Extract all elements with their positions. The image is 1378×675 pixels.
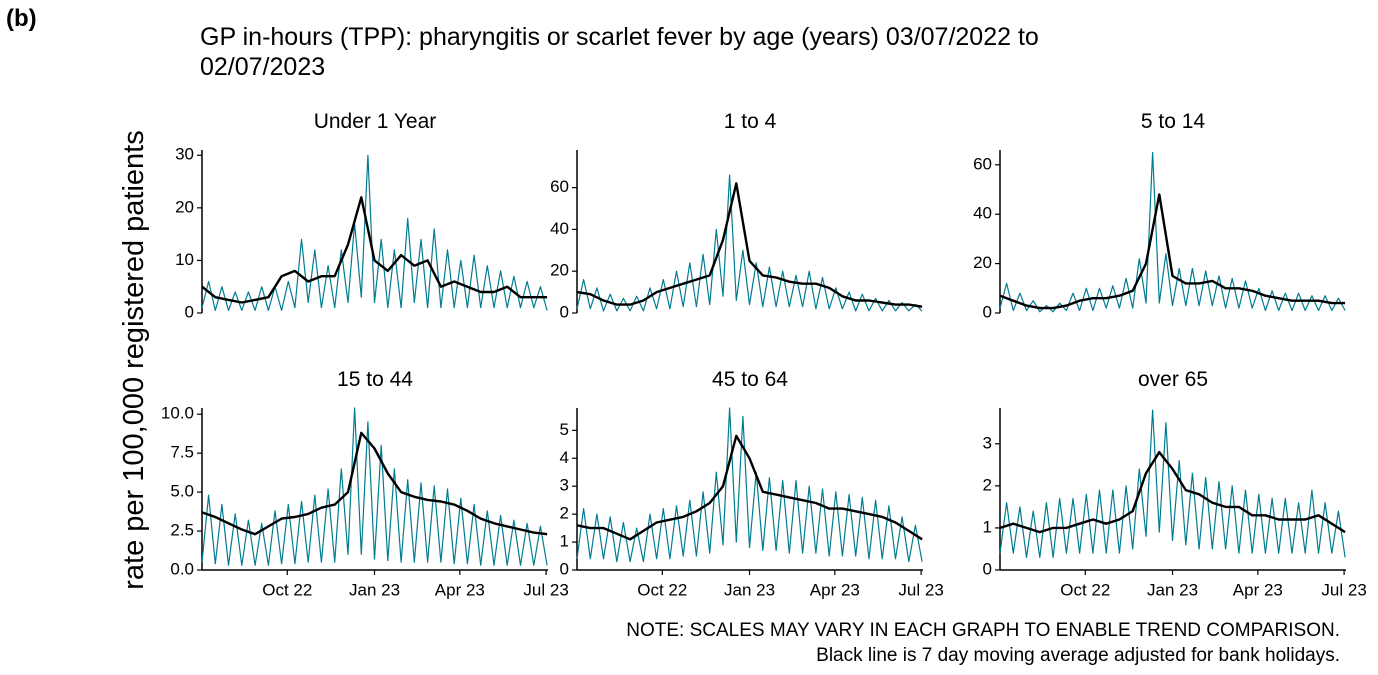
figure-title: GP in-hours (TPP): pharyngitis or scarle… — [200, 23, 1039, 51]
y-tick-label: 30 — [175, 145, 194, 164]
moving-average-line — [576, 182, 923, 308]
panel-title: 45 to 64 — [712, 368, 788, 391]
panel-label: (b) — [6, 5, 37, 32]
y-tick-label: 1 — [560, 532, 569, 551]
y-tick-label: 2 — [983, 475, 992, 494]
x-tick-label: Jan 23 — [1147, 580, 1198, 599]
panel-title: over 65 — [1138, 368, 1208, 391]
x-tick-label: Jul 23 — [523, 580, 568, 599]
x-tick-label: Apr 23 — [810, 580, 860, 599]
panel: 15 to 44 0.0 2.5 5.0 7.5 10.0 Oct 22 Jan 23 Apr … — [161, 368, 569, 599]
panel-title: Under 1 Year — [314, 110, 437, 133]
y-tick-label: 4 — [560, 448, 569, 467]
moving-average-line — [201, 196, 548, 304]
y-tick-label: 10 — [175, 250, 194, 269]
daily-line — [576, 407, 923, 563]
y-axis-label: rate per 100,000 registered patients — [118, 130, 150, 589]
moving-average-line — [999, 193, 1346, 310]
daily-line — [201, 154, 548, 311]
x-tick-label: Jan 23 — [349, 580, 400, 599]
x-tick-label: Oct 22 — [262, 580, 312, 599]
y-tick-label: 0 — [560, 302, 569, 321]
x-tick-label: Jan 23 — [724, 580, 775, 599]
panel-title: 5 to 14 — [1141, 110, 1206, 133]
x-tick-label: Jul 23 — [898, 580, 943, 599]
y-tick-label: 0 — [560, 559, 569, 578]
x-tick-label: Apr 23 — [435, 580, 485, 599]
panel: 5 to 14 0 20 40 60 — [973, 110, 1346, 321]
y-tick-label: 60 — [973, 154, 992, 173]
x-tick-label: Oct 22 — [1060, 580, 1110, 599]
y-tick-label: 7.5 — [170, 443, 194, 462]
daily-line — [201, 407, 548, 566]
y-tick-label: 40 — [973, 204, 992, 223]
panel-title: 1 to 4 — [724, 110, 777, 133]
moving-average-line — [576, 434, 923, 541]
y-tick-label: 3 — [983, 433, 992, 452]
y-tick-label: 0 — [983, 302, 992, 321]
y-tick-label: 0 — [983, 559, 992, 578]
x-tick-label: Jul 23 — [1321, 580, 1366, 599]
daily-line — [999, 409, 1346, 558]
panel: over 65 0 1 2 3 Oct 22 Jan 23 Apr 23 Jul 23 — [983, 368, 1367, 599]
x-tick-label: Oct 22 — [637, 580, 687, 599]
daily-line — [999, 151, 1346, 313]
y-tick-label: 5 — [560, 420, 569, 439]
note: Black line is 7 day moving average adjus… — [816, 645, 1340, 666]
y-tick-label: 20 — [973, 253, 992, 272]
moving-average-line — [201, 431, 548, 536]
moving-average-line — [999, 451, 1346, 534]
panel: Under 1 Year 0 10 20 30 — [175, 110, 548, 321]
y-tick-label: 2 — [560, 504, 569, 523]
y-tick-label: 0 — [185, 302, 194, 321]
y-tick-label: 60 — [550, 177, 569, 196]
y-tick-label: 40 — [550, 219, 569, 238]
y-tick-label: 2.5 — [170, 521, 194, 540]
y-tick-label: 20 — [175, 197, 194, 216]
panel-title: 15 to 44 — [337, 368, 413, 391]
figure-title: 02/07/2023 — [200, 53, 325, 81]
x-tick-label: Apr 23 — [1233, 580, 1283, 599]
y-tick-label: 10.0 — [161, 404, 194, 423]
y-tick-label: 1 — [983, 517, 992, 536]
y-tick-label: 20 — [550, 261, 569, 280]
panel: 1 to 4 0 20 40 60 — [550, 110, 923, 321]
y-tick-label: 0.0 — [170, 559, 194, 578]
y-tick-label: 5.0 — [170, 482, 194, 501]
daily-line — [576, 174, 923, 312]
note: NOTE: SCALES MAY VARY IN EACH GRAPH TO E… — [626, 620, 1340, 641]
panel: 45 to 64 0 1 2 3 4 5 Oct 22 Jan 23 Apr 23 Jul 23 — [560, 368, 944, 599]
y-tick-label: 3 — [560, 476, 569, 495]
